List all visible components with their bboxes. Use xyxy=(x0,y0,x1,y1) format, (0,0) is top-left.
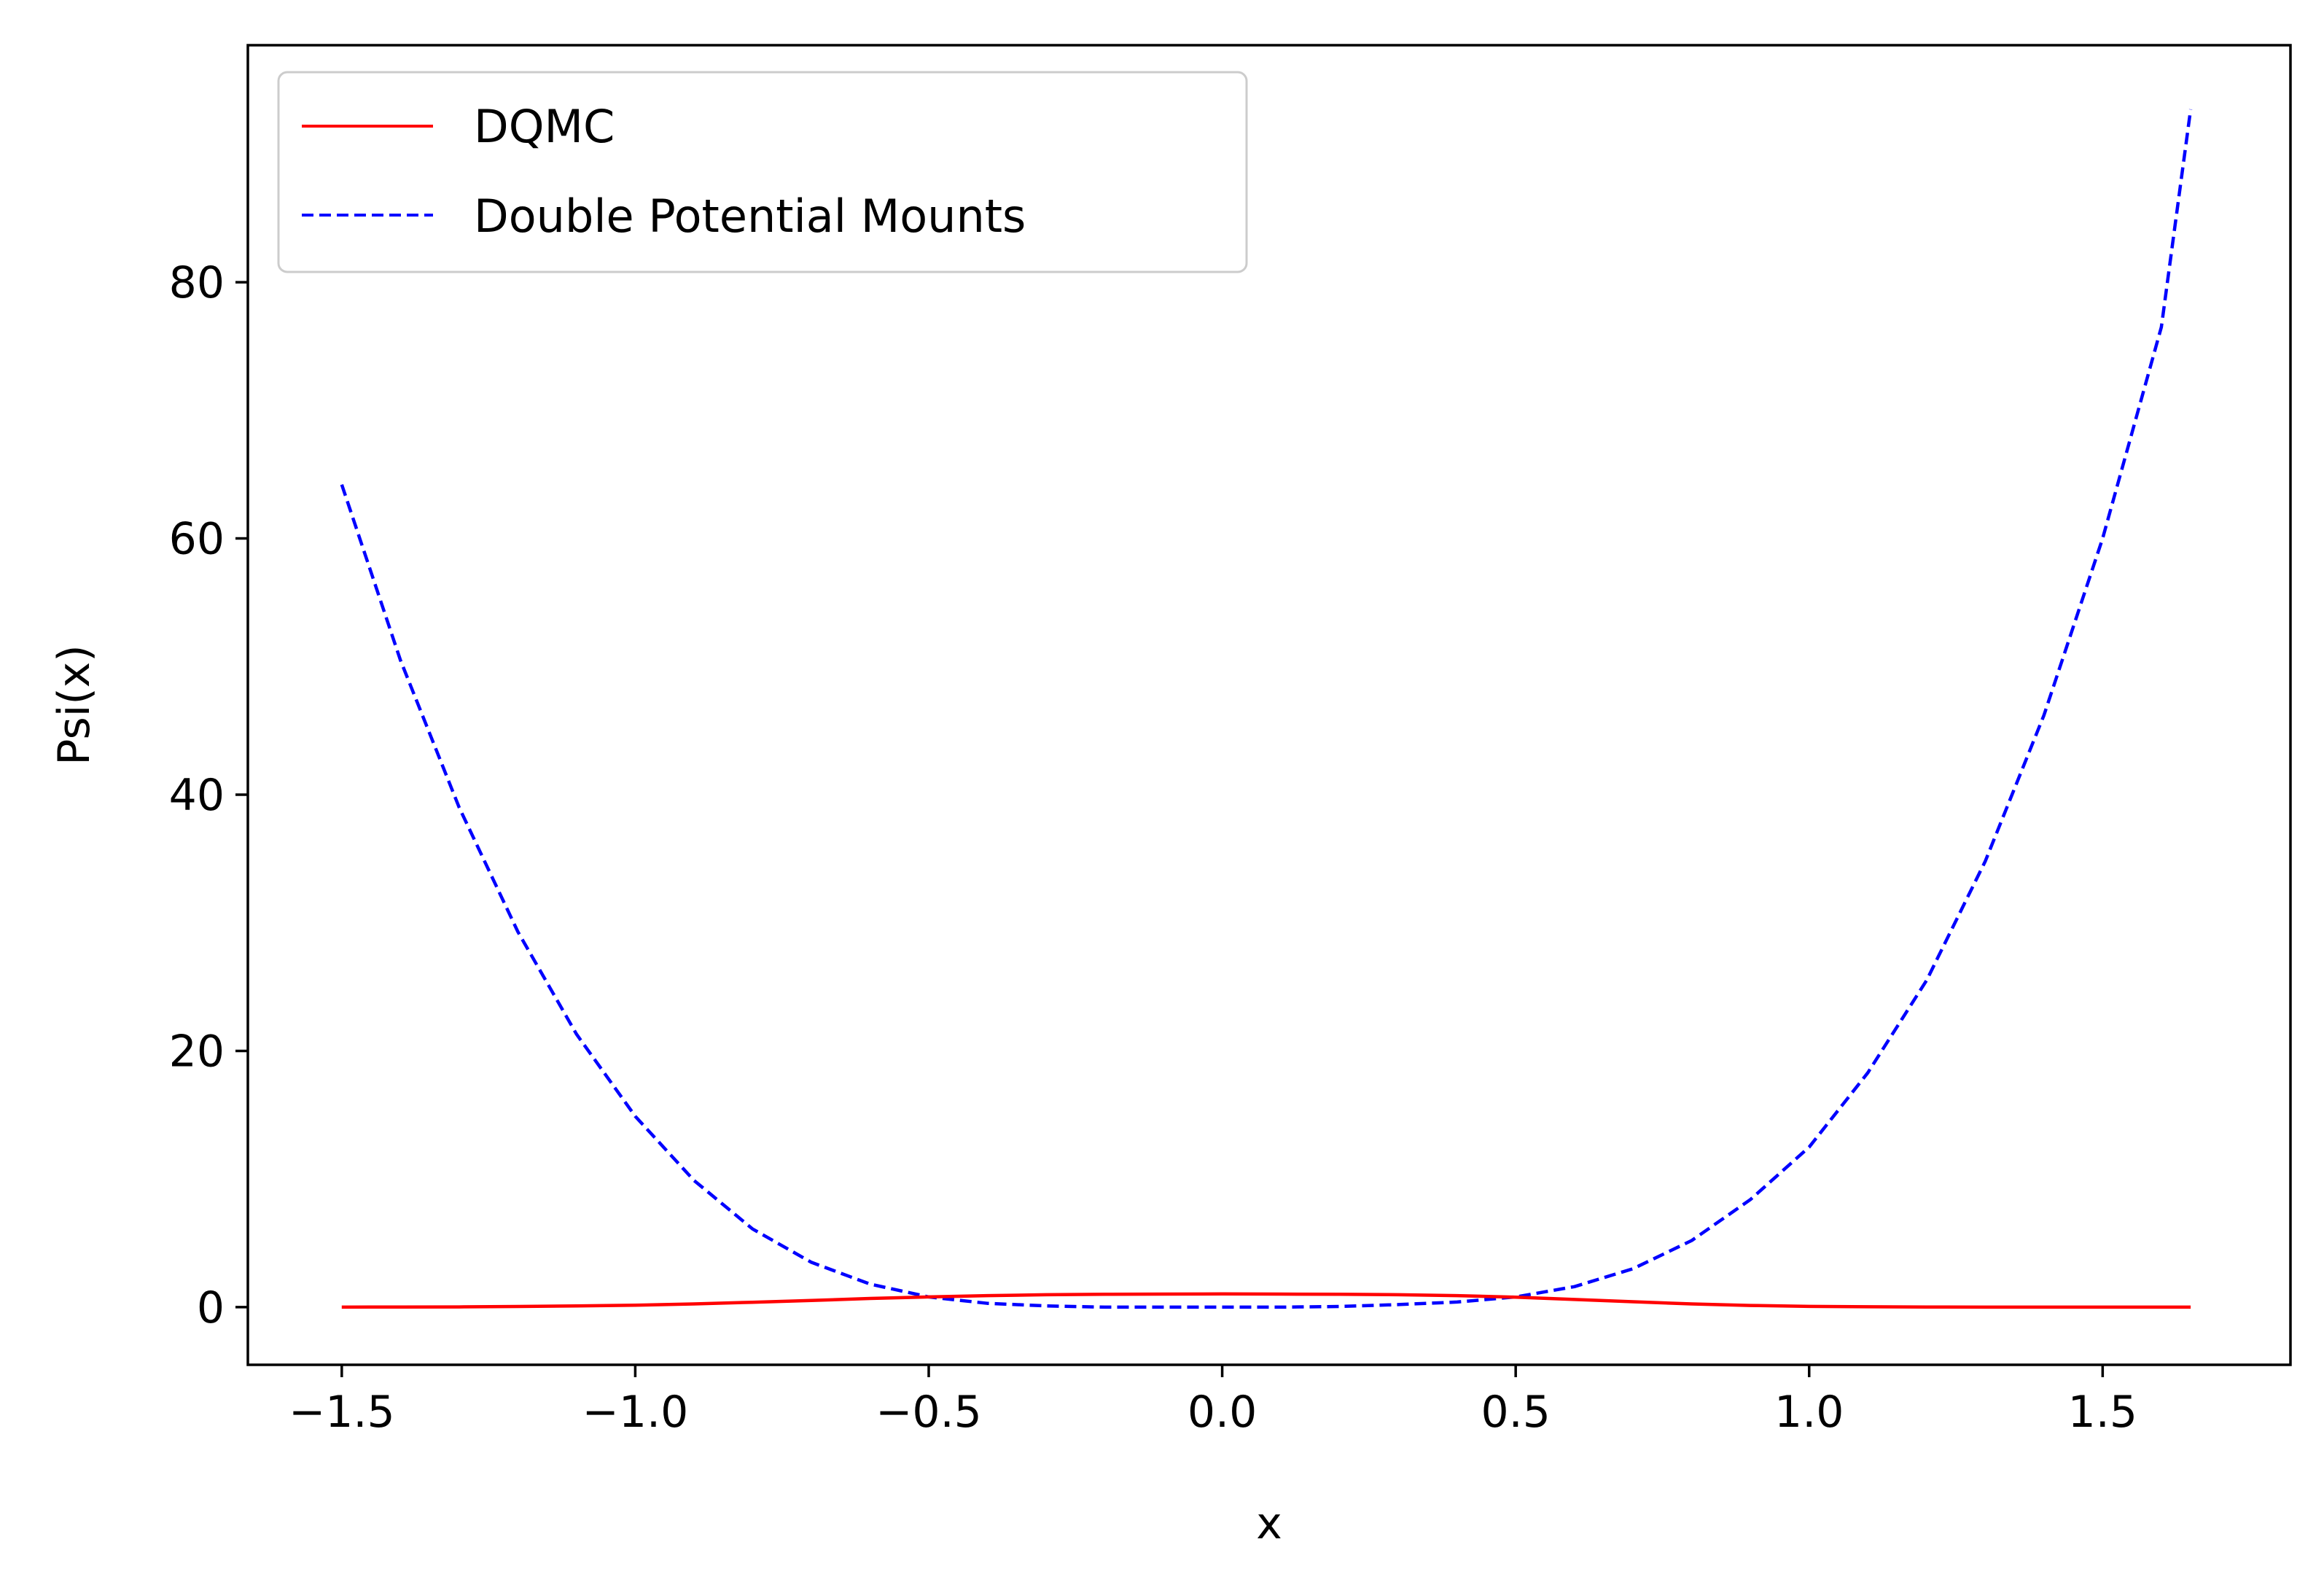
y-tick-label: 40 xyxy=(169,770,225,821)
legend-label-dqmc: DQMC xyxy=(474,100,615,153)
x-axis-label: x xyxy=(1256,1498,1282,1549)
x-tick-label: −0.5 xyxy=(876,1387,982,1438)
x-tick-label: −1.0 xyxy=(582,1387,689,1438)
y-tick-label: 60 xyxy=(169,514,225,565)
y-axis-label: Psi(x) xyxy=(49,644,100,765)
x-tick-label: 0.0 xyxy=(1188,1387,1257,1438)
series-line-double-potential-mounts xyxy=(340,109,2193,1309)
y-tick-label: 80 xyxy=(169,257,225,308)
plot-area xyxy=(340,109,2193,1309)
series-line-dqmc xyxy=(341,1292,2191,1309)
x-tick-label: 1.0 xyxy=(1774,1387,1844,1438)
legend-box xyxy=(277,71,1248,273)
x-tick-label: 1.5 xyxy=(2068,1387,2137,1438)
legend-label-double-potential-mounts: Double Potential Mounts xyxy=(474,190,1026,243)
series-layer xyxy=(340,109,2193,1309)
x-axis: −1.5 −1.0 −0.5 0.0 0.5 1.0 1.5 xyxy=(289,1365,2137,1438)
plot-frame xyxy=(246,44,2292,1366)
y-tick-label: 20 xyxy=(169,1026,225,1077)
y-tick-label: 0 xyxy=(197,1282,225,1333)
y-axis: 0 20 40 60 80 xyxy=(169,257,248,1333)
legend: DQMC Double Potential Mounts xyxy=(277,71,1248,273)
x-tick-label: 0.5 xyxy=(1481,1387,1550,1438)
x-tick-label: −1.5 xyxy=(289,1387,395,1438)
